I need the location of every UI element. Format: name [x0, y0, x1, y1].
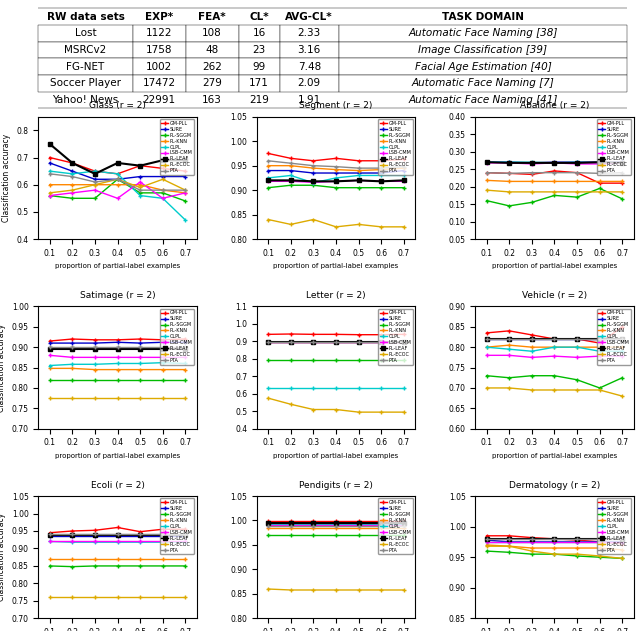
Title: Letter (r = 2): Letter (r = 2): [306, 291, 366, 300]
Title: Ecoli (r = 2): Ecoli (r = 2): [91, 481, 145, 490]
Y-axis label: Classification accuracy: Classification accuracy: [0, 513, 6, 601]
Title: Abalone (r = 2): Abalone (r = 2): [520, 102, 589, 110]
Legend: GM-PLL, SURE, PL-SGGM, PL-KNN, CLPL, LSB-CMM, PL-LEAF, PL-ECOC, PTA: GM-PLL, SURE, PL-SGGM, PL-KNN, CLPL, LSB…: [378, 119, 413, 175]
Title: Vehicle (r = 2): Vehicle (r = 2): [522, 291, 587, 300]
Title: Satimage (r = 2): Satimage (r = 2): [80, 291, 156, 300]
Legend: GM-PLL, SURE, PL-SGGM, PL-KNN, CLPL, LSB-CMM, PL-LEAF, PL-ECOC, PTA: GM-PLL, SURE, PL-SGGM, PL-KNN, CLPL, LSB…: [378, 498, 413, 554]
X-axis label: proportion of partial-label examples: proportion of partial-label examples: [273, 263, 399, 269]
Legend: GM-PLL, SURE, PL-SGGM, PL-KNN, CLPL, LSB-CMM, PL-LEAF, PL-ECOC, PTA: GM-PLL, SURE, PL-SGGM, PL-KNN, CLPL, LSB…: [378, 309, 413, 365]
Title: Dermatology (r = 2): Dermatology (r = 2): [509, 481, 600, 490]
Legend: GM-PLL, SURE, PL-SGGM, PL-KNN, CLPL, LSB-CMM, PL-LEAF, PL-ECOC, PTA: GM-PLL, SURE, PL-SGGM, PL-KNN, CLPL, LSB…: [160, 309, 195, 365]
Title: Pendigits (r = 2): Pendigits (r = 2): [299, 481, 373, 490]
Legend: GM-PLL, SURE, PL-SGGM, PL-KNN, CLPL, LSB-CMM, PL-LEAF, PL-ECOC, PTA: GM-PLL, SURE, PL-SGGM, PL-KNN, CLPL, LSB…: [596, 309, 631, 365]
X-axis label: proportion of partial-label examples: proportion of partial-label examples: [492, 263, 617, 269]
Title: Segment (r = 2): Segment (r = 2): [300, 102, 372, 110]
X-axis label: proportion of partial-label examples: proportion of partial-label examples: [55, 263, 180, 269]
Legend: GM-PLL, SURE, PL-SGGM, PL-KNN, CLPL, LSB-CMM, PL-LEAF, PL-ECOC, PTA: GM-PLL, SURE, PL-SGGM, PL-KNN, CLPL, LSB…: [596, 498, 631, 554]
X-axis label: proportion of partial-label examples: proportion of partial-label examples: [55, 453, 180, 459]
Y-axis label: Classification accuracy: Classification accuracy: [0, 324, 6, 411]
Legend: GM-PLL, SURE, PL-SGGM, PL-KNN, CLPL, LSB-CMM, PL-LEAF, PL-ECOC, PTA: GM-PLL, SURE, PL-SGGM, PL-KNN, CLPL, LSB…: [160, 119, 195, 175]
X-axis label: proportion of partial-label examples: proportion of partial-label examples: [492, 453, 617, 459]
Legend: GM-PLL, SURE, PL-SGGM, PL-KNN, CLPL, LSB-CMM, PL-LEAF, PL-ECOC, PTA: GM-PLL, SURE, PL-SGGM, PL-KNN, CLPL, LSB…: [160, 498, 195, 554]
Y-axis label: Classification accuracy: Classification accuracy: [2, 134, 11, 222]
X-axis label: proportion of partial-label examples: proportion of partial-label examples: [273, 453, 399, 459]
Legend: GM-PLL, SURE, PL-SGGM, PL-KNN, CLPL, LSB-CMM, PL-LEAF, PL-ECOC, PTA: GM-PLL, SURE, PL-SGGM, PL-KNN, CLPL, LSB…: [596, 119, 631, 175]
Title: Glass (r = 2): Glass (r = 2): [89, 102, 146, 110]
